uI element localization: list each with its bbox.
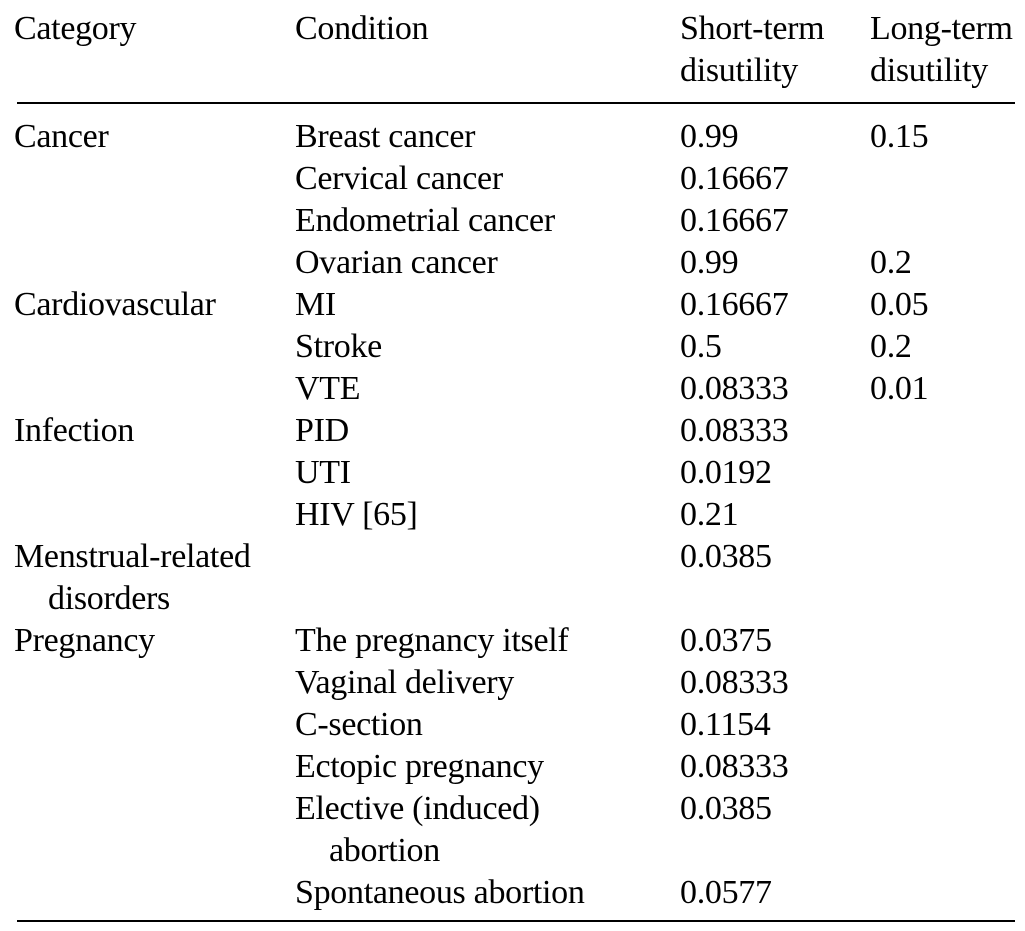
table-row: Stroke 0.5 0.2 <box>14 326 1025 368</box>
cell-long-term-disutility: 0.2 <box>870 244 912 281</box>
cell-short-term-disutility: 0.08333 <box>680 412 789 449</box>
table-row: Elective (induced) abortion 0.0385 <box>14 788 1025 872</box>
table-row: Ovarian cancer 0.99 0.2 <box>14 242 1025 284</box>
cell-category: Cardiovascular <box>14 286 216 323</box>
cell-condition: Endometrial cancer <box>295 202 555 239</box>
cell-short-term-disutility: 0.0375 <box>680 622 772 659</box>
cell-condition: PID <box>295 412 349 449</box>
table-body: Cancer Breast cancer 0.99 0.15 Cervical canc… <box>14 116 1025 914</box>
table-row: C-section 0.1154 <box>14 704 1025 746</box>
cell-short-term-disutility: 0.08333 <box>680 370 789 407</box>
cell-short-term-disutility: 0.0577 <box>680 874 772 911</box>
cell-category: Infection <box>14 412 135 449</box>
cell-short-term-disutility: 0.99 <box>680 118 739 155</box>
table-row: Vaginal delivery 0.08333 <box>14 662 1025 704</box>
cell-category: Menstrual-related disorders <box>14 538 251 617</box>
table-row: HIV [65] 0.21 <box>14 494 1025 536</box>
cell-condition: UTI <box>295 454 351 491</box>
table-row: Pregnancy The pregnancy itself 0.0375 <box>14 620 1025 662</box>
table-row: UTI 0.0192 <box>14 452 1025 494</box>
cell-short-term-disutility: 0.99 <box>680 244 739 281</box>
cell-short-term-disutility: 0.16667 <box>680 202 789 239</box>
table-row: Cancer Breast cancer 0.99 0.15 <box>14 116 1025 158</box>
table-row: Spontaneous abortion 0.0577 <box>14 872 1025 914</box>
table-row: Menstrual-related disorders 0.0385 <box>14 536 1025 620</box>
cell-condition: C-section <box>295 706 423 743</box>
header-long-term-disutility: Long-term disutility <box>870 10 1013 89</box>
table-row: Ectopic pregnancy 0.08333 <box>14 746 1025 788</box>
cell-long-term-disutility: 0.01 <box>870 370 929 407</box>
header-category: Category <box>14 10 137 47</box>
cell-long-term-disutility: 0.05 <box>870 286 929 323</box>
cell-short-term-disutility: 0.0385 <box>680 538 772 575</box>
cell-condition: Breast cancer <box>295 118 476 155</box>
cell-condition: Ovarian cancer <box>295 244 498 281</box>
cell-condition: Elective (induced) abortion <box>295 790 540 869</box>
cell-condition: Stroke <box>295 328 382 365</box>
cell-short-term-disutility: 0.5 <box>680 328 722 365</box>
table-row: Cervical cancer 0.16667 <box>14 158 1025 200</box>
header-rule <box>17 102 1015 104</box>
cell-short-term-disutility: 0.0192 <box>680 454 772 491</box>
cell-short-term-disutility: 0.08333 <box>680 664 789 701</box>
header-condition: Condition <box>295 10 429 47</box>
table-header: Category Condition Short-term disutility… <box>14 8 1025 92</box>
cell-condition: Vaginal delivery <box>295 664 514 701</box>
header-row: Category Condition Short-term disutility… <box>14 8 1025 92</box>
cell-short-term-disutility: 0.16667 <box>680 160 789 197</box>
cell-category: Cancer <box>14 118 109 155</box>
cell-condition: Cervical cancer <box>295 160 503 197</box>
table-row: Infection PID 0.08333 <box>14 410 1025 452</box>
cell-short-term-disutility: 0.1154 <box>680 706 771 743</box>
cell-condition: Ectopic pregnancy <box>295 748 544 785</box>
cell-short-term-disutility: 0.0385 <box>680 790 772 827</box>
cell-long-term-disutility: 0.15 <box>870 118 929 155</box>
cell-short-term-disutility: 0.08333 <box>680 748 789 785</box>
bottom-rule <box>17 920 1015 922</box>
cell-short-term-disutility: 0.21 <box>680 496 739 533</box>
cell-condition: The pregnancy itself <box>295 622 569 659</box>
cell-short-term-disutility: 0.16667 <box>680 286 789 323</box>
table-row: Endometrial cancer 0.16667 <box>14 200 1025 242</box>
table-row: Cardiovascular MI 0.16667 0.05 <box>14 284 1025 326</box>
table-row: VTE 0.08333 0.01 <box>14 368 1025 410</box>
cell-long-term-disutility: 0.2 <box>870 328 912 365</box>
cell-condition: HIV [65] <box>295 496 418 533</box>
cell-condition: VTE <box>295 370 361 407</box>
cell-category: Pregnancy <box>14 622 155 659</box>
cell-condition: MI <box>295 286 336 323</box>
header-short-term-disutility: Short-term disutility <box>680 10 825 89</box>
cell-condition: Spontaneous abortion <box>295 874 585 911</box>
